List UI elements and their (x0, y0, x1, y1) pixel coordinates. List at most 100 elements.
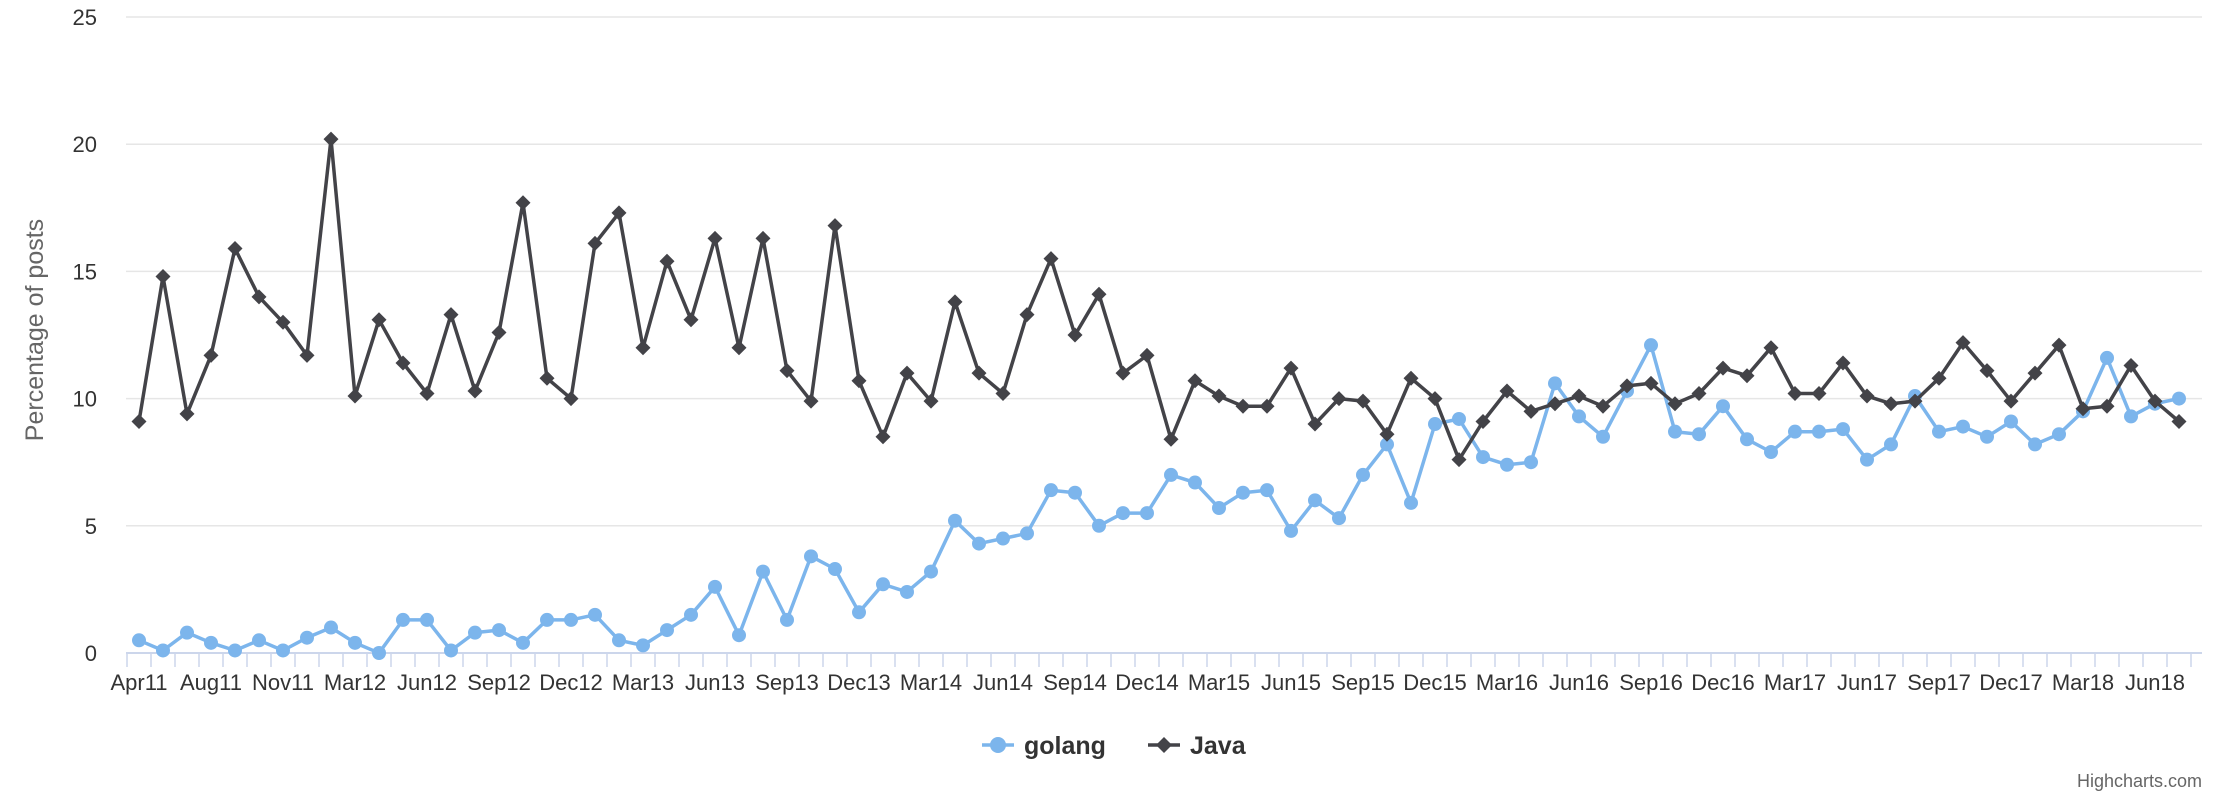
golang-point (564, 612, 578, 627)
golang-point (372, 646, 386, 660)
golang-point (1140, 506, 1154, 521)
x-tick-label: Jun15 (1261, 670, 1321, 695)
golang-point (1668, 424, 1682, 439)
java-point (467, 383, 483, 399)
java-point (275, 314, 291, 330)
golang-point (1692, 427, 1706, 442)
golang-point (756, 564, 770, 579)
x-tick-label: Apr11 (110, 670, 167, 695)
y-axis-title: Percentage of posts (21, 219, 49, 441)
x-tick-label: Sep16 (1619, 670, 1683, 695)
legend-item-golang[interactable]: golang (982, 732, 1106, 760)
java-point (611, 205, 627, 221)
java-point (1043, 251, 1059, 267)
java-point (1331, 391, 1347, 407)
grid-lines (126, 16, 2202, 527)
java-point (395, 355, 411, 371)
golang-point (1308, 493, 1322, 508)
legend-item-java[interactable]: Java (1148, 732, 1247, 760)
java-point (1499, 383, 1515, 399)
golang-point (180, 625, 194, 640)
golang-point (1236, 485, 1250, 500)
java-point (1067, 327, 1083, 343)
golang-point (1404, 495, 1418, 510)
legend: golang Java (982, 732, 1247, 760)
java-point (131, 413, 147, 429)
golang-point (2100, 350, 2114, 365)
legend-label: golang (1024, 732, 1106, 760)
golang-point (300, 630, 314, 645)
java-point (1931, 370, 1947, 386)
java-point (1979, 363, 1995, 379)
x-tick-label: Jun13 (685, 670, 745, 695)
golang-point (1548, 376, 1562, 391)
java-point (1139, 347, 1155, 363)
java-point (827, 218, 843, 234)
java-point (803, 393, 819, 409)
golang-point (1524, 455, 1538, 470)
java-point (1835, 355, 1851, 371)
java-point (2171, 413, 2187, 429)
golang-point (1188, 475, 1202, 490)
golang-point (708, 579, 722, 594)
java-point (659, 253, 675, 269)
y-tick-label: 10 (73, 387, 97, 412)
x-tick-label: Jun18 (2125, 670, 2185, 695)
golang-point (276, 643, 290, 658)
java-point (323, 131, 339, 147)
golang-point (516, 635, 530, 650)
golang-point (876, 577, 890, 592)
golang-point (684, 607, 698, 622)
java-point (1403, 370, 1419, 386)
golang-point (1836, 422, 1850, 437)
java-point (707, 230, 723, 246)
java-point (731, 340, 747, 356)
golang-point (396, 612, 410, 627)
golang-point (1068, 485, 1082, 500)
golang-point (612, 633, 626, 648)
x-tick-label: Jun16 (1549, 670, 1609, 695)
x-tick-label: Mar15 (1188, 670, 1250, 695)
x-tick-label: Nov11 (252, 670, 314, 695)
golang-point (2004, 414, 2018, 429)
x-tick-label: Sep14 (1043, 670, 1107, 695)
java-point (1883, 396, 1899, 412)
java-point (563, 391, 579, 407)
y-tick-label: 15 (73, 259, 97, 284)
x-axis: Apr11 Aug11 Nov11 Mar12 Jun12 Sep12 Dec12 Mar13… (110, 652, 2202, 695)
x-tick-label: Jun14 (973, 670, 1033, 695)
java-point (299, 347, 315, 363)
java-point (1691, 386, 1707, 402)
golang-point (468, 625, 482, 640)
java-point (1595, 398, 1611, 414)
golang-point (948, 513, 962, 528)
java-point (2003, 393, 2019, 409)
java-point (2123, 358, 2139, 374)
java-point (1427, 391, 1443, 407)
golang-point (1884, 437, 1898, 452)
java-point (515, 195, 531, 211)
golang-point (2124, 409, 2138, 424)
golang-point (1428, 417, 1442, 432)
golang-point (780, 612, 794, 627)
java-point (539, 370, 555, 386)
java-point (203, 347, 219, 363)
x-tick-label: Dec14 (1115, 670, 1179, 695)
golang-point (588, 607, 602, 622)
x-tick-label: Mar16 (1476, 670, 1538, 695)
golang-point (660, 623, 674, 638)
x-tick-label: Dec16 (1691, 670, 1755, 695)
java-point (1283, 360, 1299, 376)
golang-point (852, 605, 866, 620)
java-point (899, 365, 915, 381)
credits-link[interactable]: Highcharts.com (2077, 771, 2202, 791)
golang-point (1164, 467, 1178, 482)
golang-point (252, 633, 266, 648)
x-tick-label: Dec13 (827, 670, 891, 695)
java-point (851, 373, 867, 389)
java-point (1211, 388, 1227, 404)
golang-point (228, 643, 242, 658)
x-tick-label: Sep12 (467, 670, 531, 695)
